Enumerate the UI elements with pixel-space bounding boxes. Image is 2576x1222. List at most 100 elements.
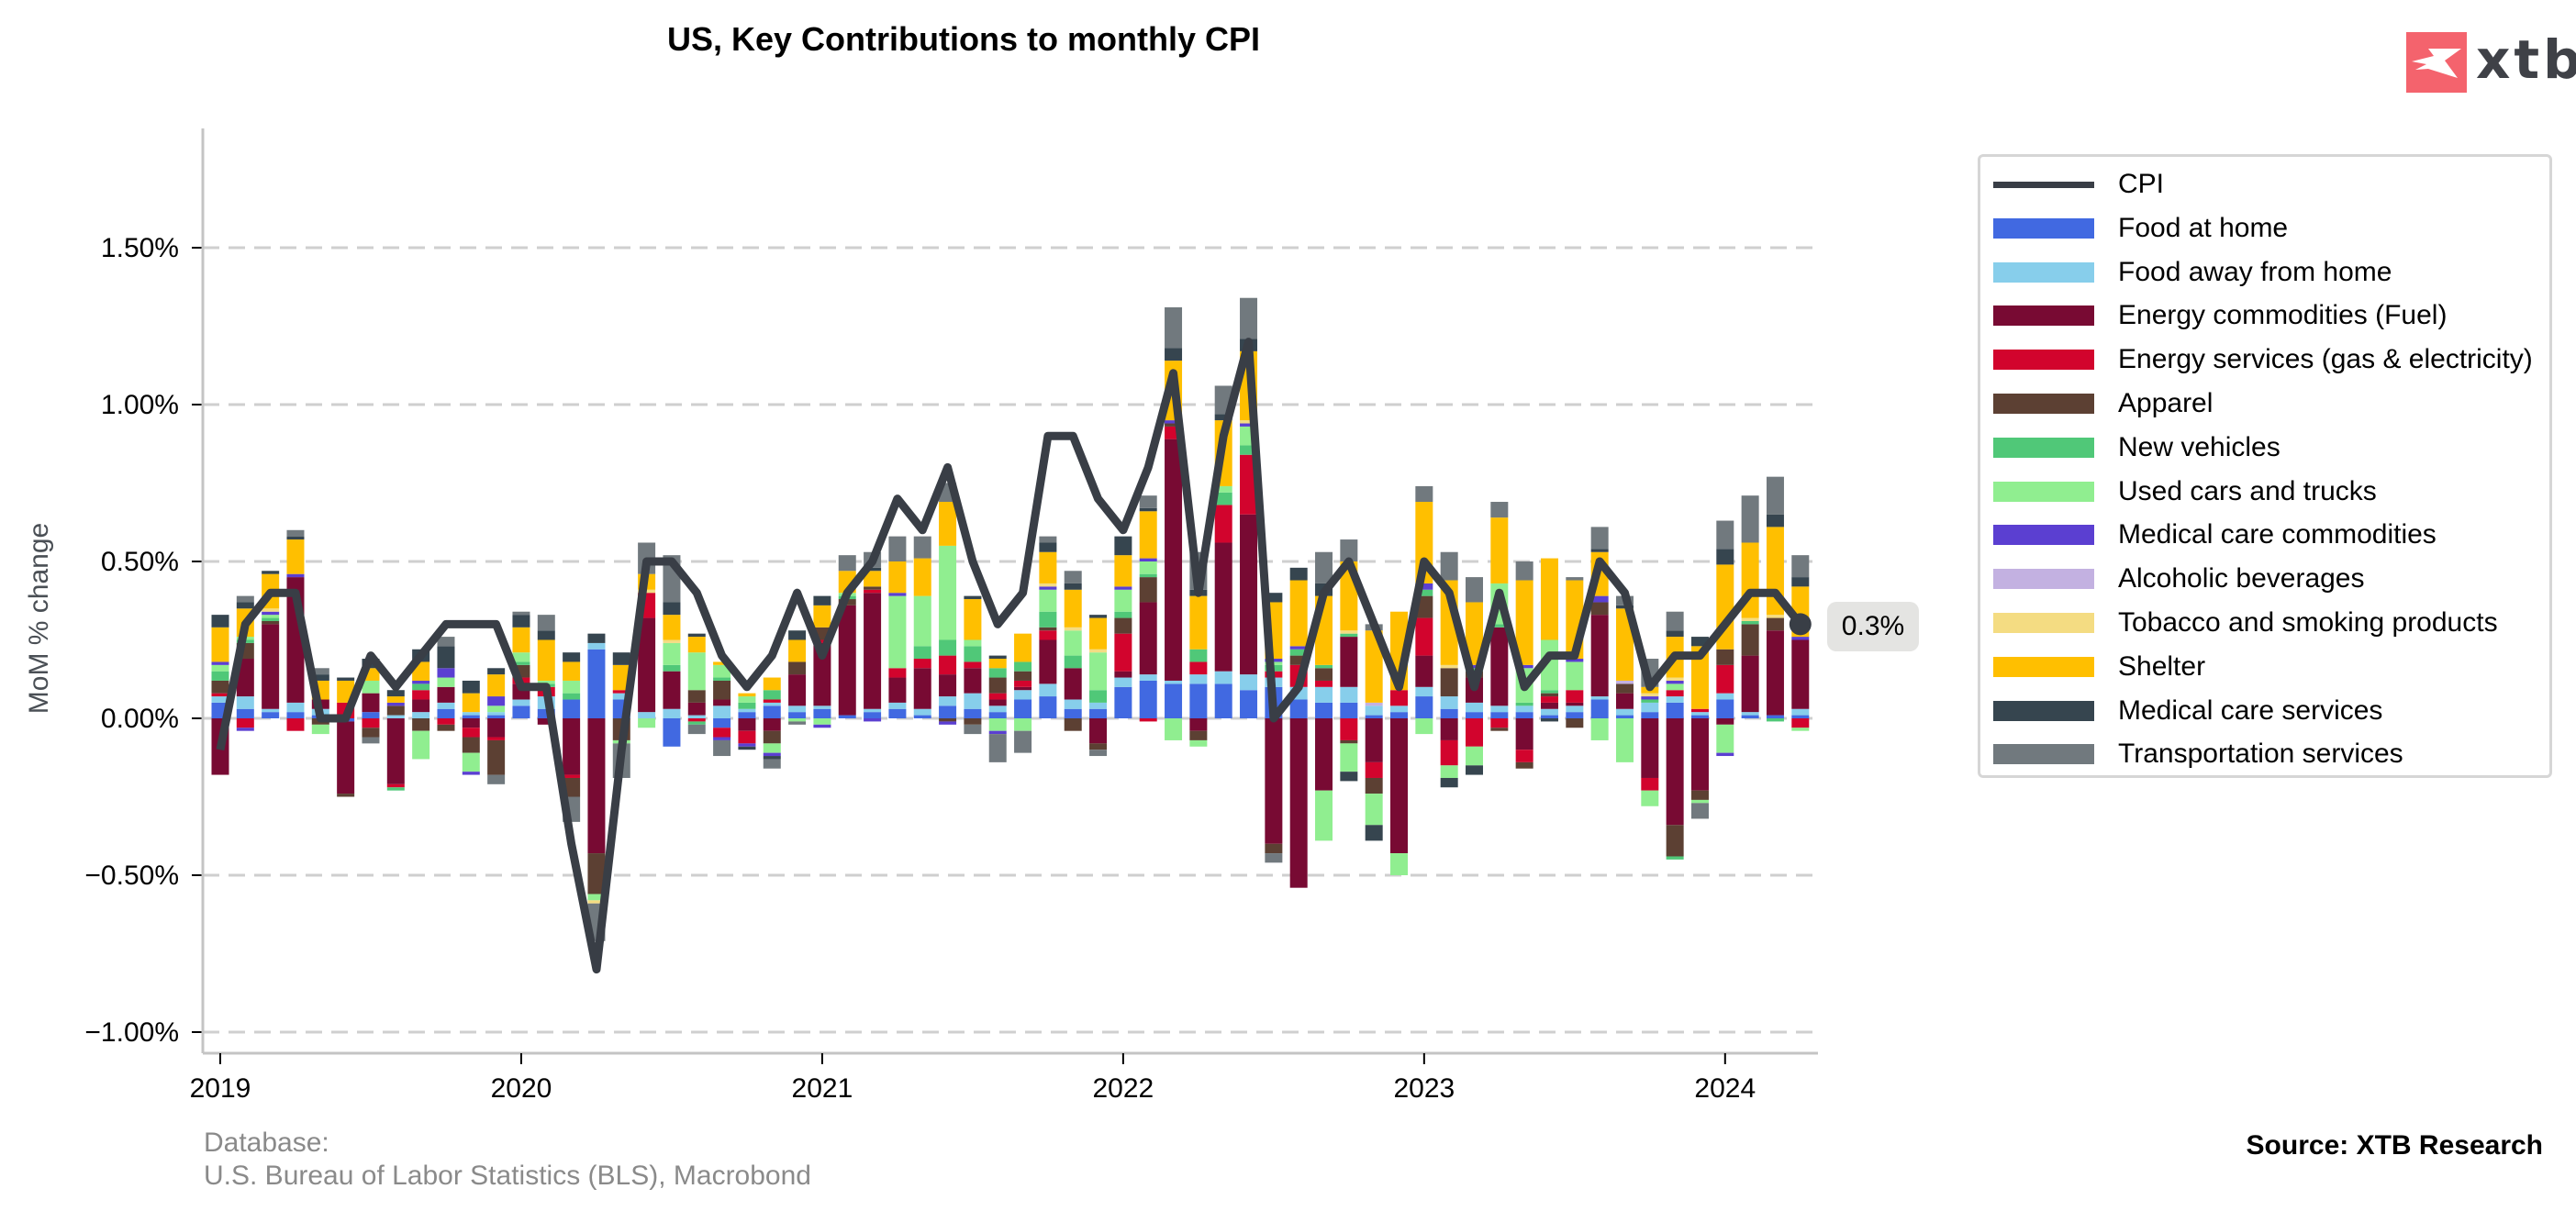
bar-segment-medical-care-commodities xyxy=(1415,583,1433,590)
bar-segment-medical-care-services xyxy=(211,615,229,628)
bar-segment-medical-care-services xyxy=(437,646,455,669)
bar-segment-apparel xyxy=(462,737,480,753)
bar-segment-food-at-home xyxy=(1440,708,1458,718)
bar-segment-medical-care-services xyxy=(1690,637,1709,647)
bar-segment-shelter xyxy=(763,677,781,691)
bar-segment-used-cars-and-trucks xyxy=(1214,485,1232,493)
bar-segment-used-cars-and-trucks xyxy=(813,718,831,725)
bar-segment-medical-care-services xyxy=(311,674,329,681)
bar-segment-energy-services-gas-electricity xyxy=(939,655,957,675)
bar-segment-food-away-from-home xyxy=(687,715,706,718)
database-note: Database: U.S. Bureau of Labor Statistic… xyxy=(204,1127,811,1193)
bar-segment-energy-services-gas-electricity xyxy=(1039,630,1057,640)
stacked-bars xyxy=(211,297,1810,941)
bar-segment-medical-care-commodities xyxy=(1791,637,1810,640)
bar-segment-medical-care-services xyxy=(788,630,807,640)
x-tick-label: 2023 xyxy=(1393,1073,1455,1104)
legend-item: Alcoholic beverages xyxy=(1993,561,2365,597)
bar-segment-used-cars-and-trucks xyxy=(362,680,380,694)
bar-segment-new-vehicles xyxy=(687,721,706,725)
bar-segment-transportation-services xyxy=(1590,527,1609,550)
bar-segment-medical-care-services xyxy=(964,595,982,600)
bar-segment-energy-services-gas-electricity xyxy=(864,589,882,594)
legend-label: Energy services (gas & electricity) xyxy=(2118,344,2533,375)
bar-segment-transportation-services xyxy=(1340,539,1358,561)
bar-segment-food-at-home xyxy=(262,712,280,718)
bar-segment-transportation-services xyxy=(1064,571,1082,583)
bar-stack xyxy=(487,668,506,784)
bar-segment-medical-care-commodities xyxy=(1566,659,1584,662)
legend-color-swatch xyxy=(1993,394,2094,414)
bar-stack xyxy=(587,633,606,941)
bar-segment-apparel xyxy=(487,739,506,775)
bar-segment-food-away-from-home xyxy=(638,712,656,718)
bar-segment-food-away-from-home xyxy=(813,705,831,709)
bar-segment-medical-care-services xyxy=(988,655,1007,660)
legend-label: Apparel xyxy=(2118,388,2214,418)
bar-segment-energy-commodities-fuel xyxy=(587,718,606,854)
bar-segment-used-cars-and-trucks xyxy=(1315,790,1333,841)
bar-segment-used-cars-and-trucks xyxy=(1189,739,1208,747)
legend-item: Energy commodities (Fuel) xyxy=(1993,297,2447,334)
bar-segment-apparel xyxy=(262,620,280,625)
bar-segment-apparel xyxy=(1365,777,1383,794)
bar-segment-new-vehicles xyxy=(1540,690,1558,694)
bar-segment-food-away-from-home xyxy=(1490,705,1509,713)
bar-segment-food-away-from-home xyxy=(1415,686,1433,697)
bar-segment-transportation-services xyxy=(311,668,329,675)
bar-segment-used-cars-and-trucks xyxy=(487,705,506,713)
bar-segment-medical-care-services xyxy=(763,756,781,760)
bar-segment-used-cars-and-trucks xyxy=(587,894,606,901)
bar-stack xyxy=(763,677,781,769)
bar-segment-apparel xyxy=(713,680,731,700)
bar-segment-apparel xyxy=(412,718,430,731)
bar-segment-shelter xyxy=(537,639,555,681)
bar-segment-medical-care-commodities xyxy=(1165,420,1183,424)
bar-segment-food-at-home xyxy=(587,649,606,718)
bar-segment-food-at-home xyxy=(1415,696,1433,718)
legend-color-swatch xyxy=(1993,744,2094,765)
bar-stack xyxy=(1440,551,1458,788)
bar-segment-medical-care-services xyxy=(1791,577,1810,587)
bar-segment-energy-commodities-fuel xyxy=(813,642,831,706)
bar-segment-transportation-services xyxy=(1716,520,1734,550)
bar-segment-medical-care-commodities xyxy=(939,721,957,725)
bar-segment-used-cars-and-trucks xyxy=(1641,790,1659,806)
legend-label: Tobacco and smoking products xyxy=(2118,607,2498,638)
bar-segment-medical-care-services xyxy=(1666,630,1684,638)
bar-segment-shelter xyxy=(738,693,756,697)
bar-segment-apparel xyxy=(964,718,982,725)
bar-segment-used-cars-and-trucks xyxy=(738,696,756,703)
bar-segment-food-at-home xyxy=(1039,696,1057,718)
bar-segment-apparel xyxy=(337,794,355,797)
bar-segment-food-away-from-home xyxy=(1716,693,1734,700)
bar-segment-energy-commodities-fuel xyxy=(487,718,506,738)
bar-segment-medical-care-services xyxy=(1766,514,1784,528)
cpi-last-point xyxy=(1789,613,1812,636)
bar-segment-tobacco-and-smoking-products xyxy=(1766,615,1784,618)
bar-segment-medical-care-commodities xyxy=(1114,586,1132,590)
bar-segment-food-at-home xyxy=(864,712,882,718)
bar-segment-medical-care-services xyxy=(1340,772,1358,782)
bar-segment-energy-commodities-fuel xyxy=(1615,693,1634,709)
bar-segment-medical-care-services xyxy=(612,652,630,665)
bar-segment-apparel xyxy=(1014,671,1032,681)
bar-segment-new-vehicles xyxy=(1315,664,1333,669)
bar-segment-apparel xyxy=(362,728,380,738)
bar-segment-energy-commodities-fuel xyxy=(386,718,405,784)
bar-segment-energy-commodities-fuel xyxy=(1064,668,1082,700)
bar-segment-food-at-home xyxy=(1365,715,1383,718)
bar-segment-energy-services-gas-electricity xyxy=(1214,505,1232,543)
bar-segment-apparel xyxy=(1165,423,1183,427)
bar-segment-new-vehicles xyxy=(1240,445,1258,455)
bar-segment-food-at-home xyxy=(1466,712,1483,718)
bar-segment-new-vehicles xyxy=(1014,661,1032,672)
bar-segment-shelter xyxy=(1515,580,1533,665)
bar-segment-transportation-services xyxy=(838,555,856,572)
bar-segment-apparel xyxy=(1690,790,1709,800)
bar-stack xyxy=(211,615,229,775)
x-tick-label: 2024 xyxy=(1694,1073,1756,1104)
bar-segment-food-away-from-home xyxy=(1791,708,1810,716)
bar-segment-used-cars-and-trucks xyxy=(663,642,681,665)
